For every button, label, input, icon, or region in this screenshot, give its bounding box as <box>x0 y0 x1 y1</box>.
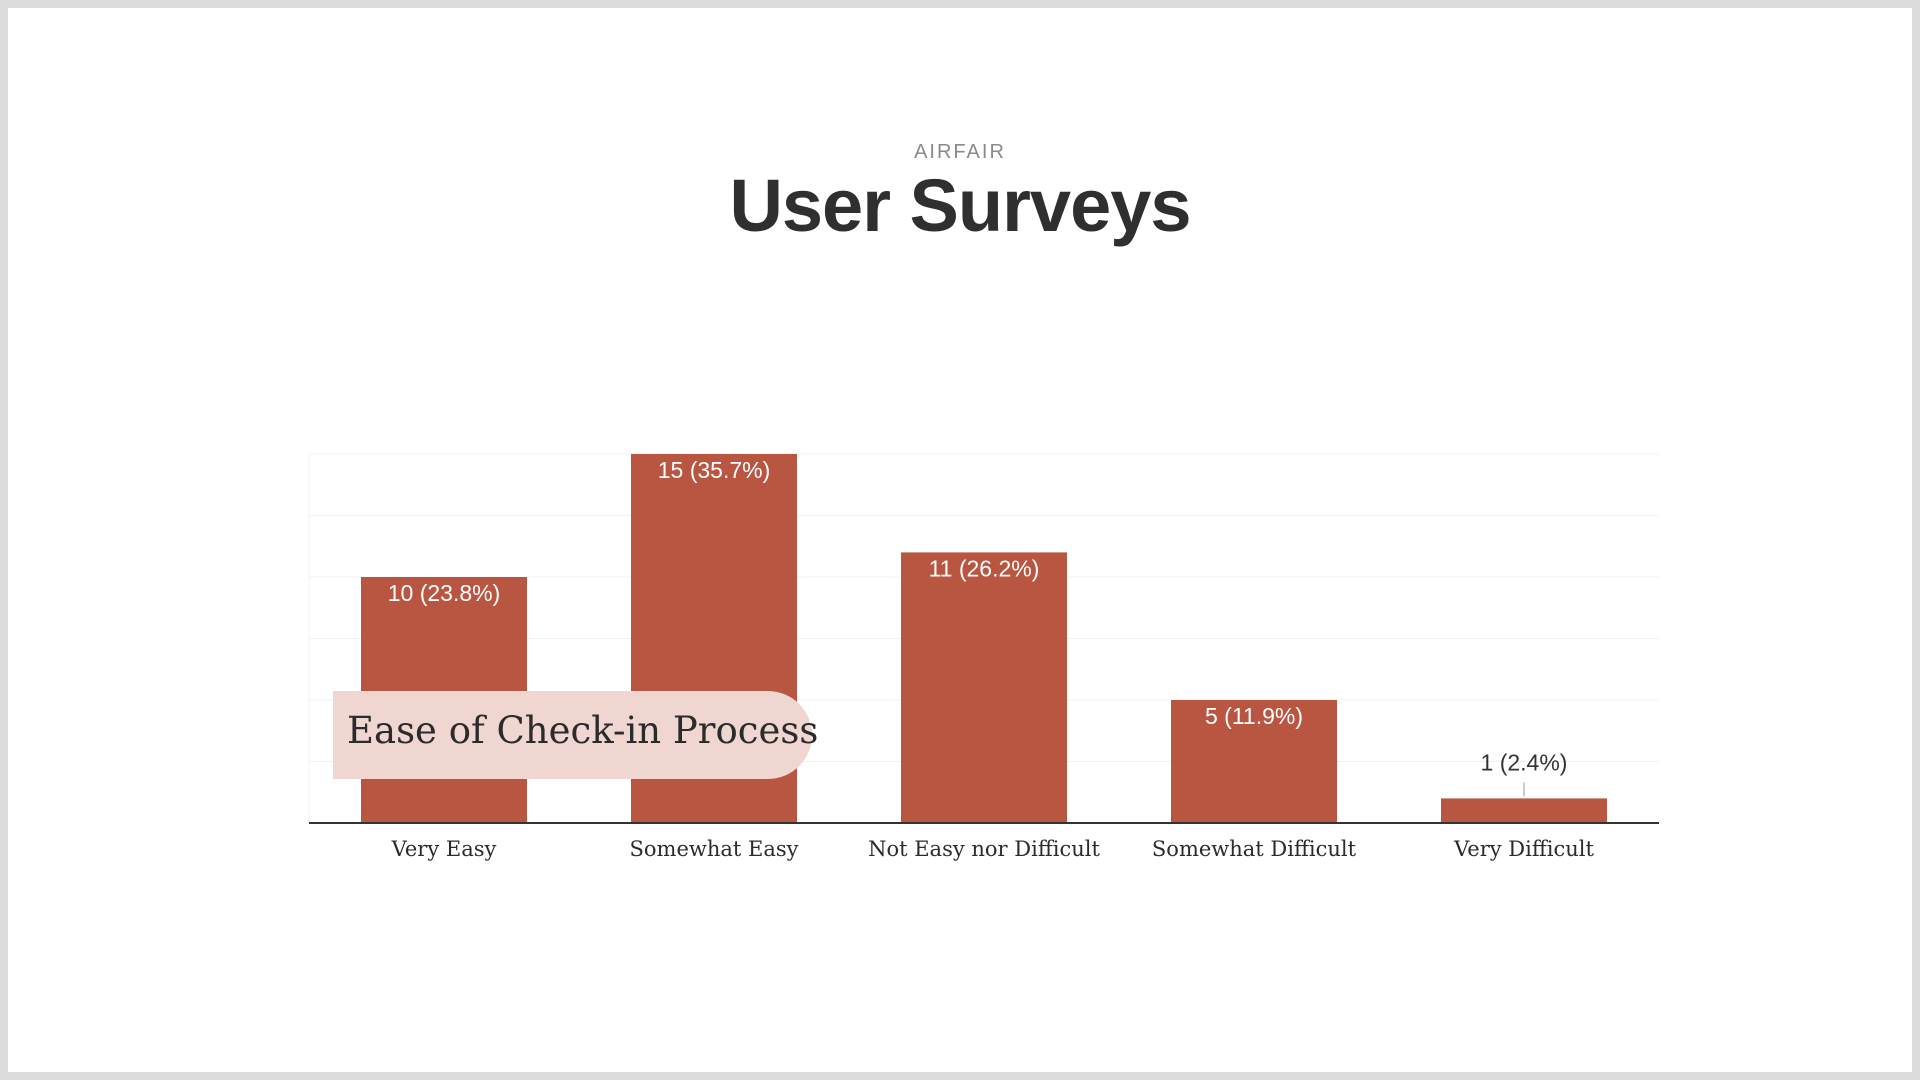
bar-chart: 10 (23.8%) Very Easy 15 (35.7%) Somewhat Ea… <box>308 453 1659 861</box>
category-label: Very Difficult <box>1453 837 1594 861</box>
slide-eyebrow: AIRFAIR <box>914 141 1006 163</box>
slide: AIRFAIR User Surveys 10 (23.8%) Very Easy… <box>8 8 1912 1072</box>
data-label: 15 (35.7%) <box>658 457 771 483</box>
data-label: 11 (26.2%) <box>929 555 1040 581</box>
data-label: 1 (2.4%) <box>1481 749 1568 775</box>
slide-title: User Surveys <box>729 164 1191 247</box>
category-label: Not Easy nor Difficult <box>868 837 1100 861</box>
category-label: Very Easy <box>391 837 497 861</box>
bar <box>1441 798 1607 823</box>
data-label: 10 (23.8%) <box>388 580 501 606</box>
category-label: Somewhat Difficult <box>1152 837 1357 861</box>
category-label: Somewhat Easy <box>630 837 799 861</box>
bar <box>901 552 1067 823</box>
chart-title-pill <box>333 691 812 779</box>
data-label: 5 (11.9%) <box>1205 703 1303 729</box>
bar <box>1171 700 1337 823</box>
chart-title: Ease of Check-in Process <box>347 709 818 752</box>
